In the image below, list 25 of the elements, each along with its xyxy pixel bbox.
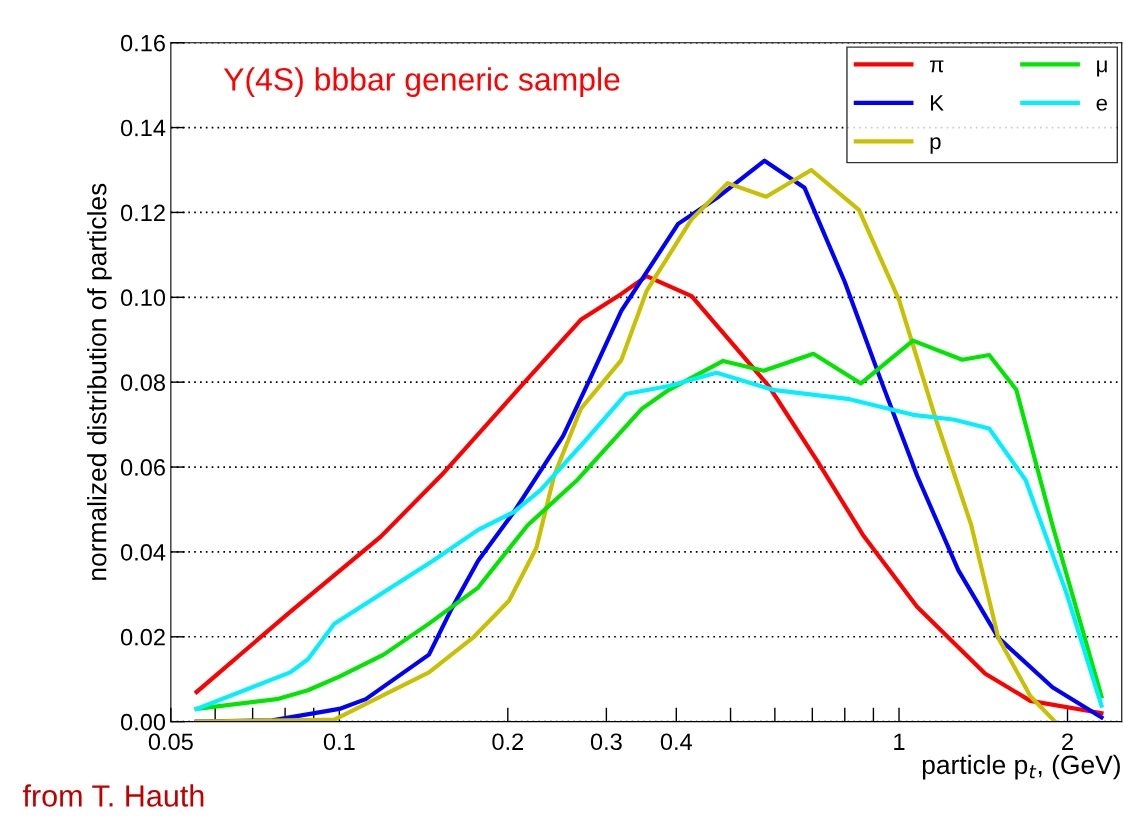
y-tick-label: 0.14 [120,119,166,137]
y-tick-label: 0.04 [120,543,166,561]
x-tick-label: 0.4 [660,733,693,751]
legend-label: e [1096,98,1107,111]
x-tick-label: 2 [1062,733,1073,750]
annotation: Y(4S) bbbar generic sample [223,67,620,98]
x-tick-label: 0.3 [590,733,622,751]
y-axis-title: normalized distribution of particles [87,183,112,580]
y-tick-label: 0.08 [120,374,165,391]
y-tick-label: 0.00 [120,713,166,731]
legend-label: K [930,95,944,111]
x-tick-label: 0.1 [323,733,355,751]
y-tick-label: 0.12 [120,204,165,222]
y-tick-label: 0.16 [120,34,165,52]
x-axis-title: particle p$_{t}$, (GeV) [922,754,1120,780]
y-tick-label: 0.10 [120,289,166,307]
legend-label: π [930,60,944,73]
y-tick-label: 0.02 [120,628,165,646]
x-tick-label: 0.2 [492,733,524,751]
x-tick-label: 0.05 [148,733,193,751]
legend-label: μ [1097,60,1107,77]
legend-label: p [930,137,941,154]
x-tick-label: 1 [894,733,905,750]
y-tick-label: 0.06 [120,459,165,476]
text: from T. Hauth [22,784,204,807]
